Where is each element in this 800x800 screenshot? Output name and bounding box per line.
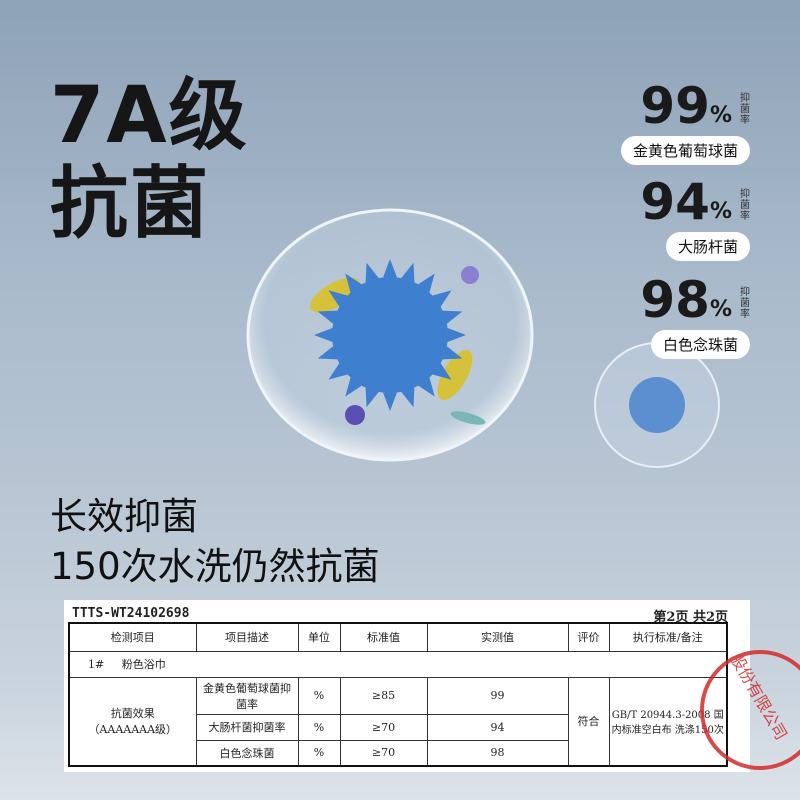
item-name: 抗菌效果 bbox=[110, 707, 155, 721]
virus-icon bbox=[314, 259, 466, 411]
standard-cell: ≥70 bbox=[339, 739, 428, 767]
virus-spike bbox=[328, 290, 348, 307]
measured-cell: 94 bbox=[426, 713, 569, 741]
virus-spike bbox=[317, 346, 338, 360]
bacteria-pill: 白色念珠菌 bbox=[650, 330, 750, 359]
test-report: TTTS-WT24102698 第2页 共2页 检测项目 项目描述 单位 标准值… bbox=[64, 600, 750, 772]
header-cell: 执行标准/备注 bbox=[608, 622, 728, 652]
table-row: 抗菌效果 （AAAAAAA级） 金黄色葡萄球菌抑菌率 % ≥85 99 符合 GB… bbox=[68, 676, 728, 767]
official-stamp: 股份有限公司 bbox=[700, 650, 800, 770]
sample-name: 粉色浴巾 bbox=[121, 658, 166, 671]
stat-rate-label: 抑菌率 bbox=[740, 189, 750, 222]
stat-value: 98 bbox=[640, 271, 710, 329]
stat-rate-label: 抑菌率 bbox=[740, 93, 750, 126]
virus-spike bbox=[442, 310, 463, 324]
virus-body bbox=[332, 277, 448, 393]
table-header-row: 检测项目 项目描述 单位 标准值 实测值 评价 执行标准/备注 bbox=[68, 622, 728, 652]
virus-spike bbox=[418, 273, 435, 293]
stamp-text: 股份有限公司 bbox=[726, 650, 791, 744]
evaluation-cell: 符合 bbox=[567, 676, 610, 767]
stat-unit: % bbox=[709, 199, 732, 224]
sample-row: 1# 粉色浴巾 bbox=[68, 650, 728, 678]
stat-value: 94 bbox=[640, 173, 710, 231]
headline: 7A级 抗菌 bbox=[50, 72, 249, 248]
virus-spike bbox=[365, 262, 379, 283]
header-cell: 实测值 bbox=[426, 622, 569, 652]
headline-line1: 7A级 bbox=[50, 71, 249, 161]
desc-cell: 金黄色葡萄球菌抑菌率 bbox=[195, 676, 299, 715]
small-bubble-illustration bbox=[594, 342, 720, 468]
unit-cell: % bbox=[297, 739, 341, 767]
header-cell: 检测项目 bbox=[68, 622, 197, 652]
stat-candida: 98% 抑菌率 白色念珠菌 bbox=[640, 272, 750, 359]
virus-spike bbox=[401, 387, 415, 408]
subtitle-line2: 150次水洗仍然抗菌 bbox=[50, 545, 380, 588]
virus-spike bbox=[328, 363, 348, 380]
standard-cell: ≥85 bbox=[339, 676, 428, 715]
stat-unit: % bbox=[709, 297, 732, 322]
report-table: 检测项目 项目描述 单位 标准值 实测值 评价 执行标准/备注 1# 粉色浴巾 … bbox=[68, 622, 728, 767]
table-row: 白色念珠菌 % ≥70 98 bbox=[69, 739, 727, 767]
test-item: 抗菌效果 （AAAAAAA级） bbox=[68, 676, 197, 767]
unit-cell: % bbox=[297, 676, 341, 715]
virus-spike bbox=[383, 392, 397, 411]
stat-value: 99 bbox=[640, 77, 710, 135]
bacteria-bubble-illustration bbox=[246, 208, 534, 462]
virus-spike bbox=[432, 363, 452, 380]
virus-spike bbox=[345, 273, 362, 293]
report-number: TTTS-WT24102698 bbox=[72, 606, 190, 621]
virus-spike bbox=[317, 310, 338, 324]
bacteria-pill: 金黄色葡萄球菌 bbox=[620, 136, 750, 165]
header-cell: 单位 bbox=[297, 622, 341, 652]
page-indicator: 第2页 共2页 bbox=[653, 610, 728, 625]
virus-spike bbox=[418, 377, 435, 397]
header-cell: 评价 bbox=[567, 622, 610, 652]
bacteria-pill: 大肠杆菌 bbox=[665, 232, 750, 261]
subtitle: 长效抑菌 150次水洗仍然抗菌 bbox=[50, 492, 380, 592]
stat-rate-label: 抑菌率 bbox=[740, 287, 750, 320]
item-grade: （AAAAAAA级） bbox=[88, 723, 178, 737]
stat-staph: 99% 抑菌率 金黄色葡萄球菌 bbox=[620, 77, 750, 165]
desc-cell: 大肠杆菌抑菌率 bbox=[195, 713, 299, 741]
virus-spike bbox=[383, 259, 397, 278]
virus-spike bbox=[345, 377, 362, 397]
virus-spike bbox=[401, 262, 415, 283]
measured-cell: 98 bbox=[426, 739, 569, 767]
stat-ecoli: 94% 抑菌率 大肠杆菌 bbox=[640, 174, 750, 261]
header-cell: 标准值 bbox=[339, 622, 428, 652]
unit-cell: % bbox=[297, 713, 341, 741]
headline-line2: 抗菌 bbox=[50, 159, 211, 249]
virus-spike bbox=[365, 387, 379, 408]
standard-cell: ≥70 bbox=[339, 713, 428, 741]
measured-cell: 99 bbox=[426, 676, 569, 715]
virus-spike bbox=[432, 290, 452, 307]
virus-spike bbox=[442, 346, 463, 360]
header-cell: 项目描述 bbox=[195, 622, 299, 652]
virus-spike bbox=[447, 328, 466, 342]
virus-spike bbox=[314, 328, 333, 342]
desc-cell: 白色念珠菌 bbox=[195, 739, 299, 767]
subtitle-line1: 长效抑菌 bbox=[50, 495, 198, 538]
stat-unit: % bbox=[709, 103, 732, 128]
sample-id: 1# bbox=[88, 658, 105, 671]
